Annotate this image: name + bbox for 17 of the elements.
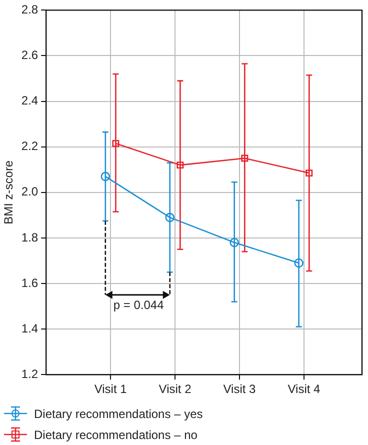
x-tick-label: Visit 2 — [158, 382, 192, 396]
x-tick-label: Visit 3 — [223, 382, 256, 396]
y-tick-label: 2.2 — [21, 139, 38, 154]
x-tick-label: Visit 4 — [288, 382, 321, 396]
y-tick-label: 2.8 — [21, 2, 38, 17]
y-tick-label: 1.2 — [21, 366, 38, 381]
legend-label: Dietary recommendations – yes — [34, 406, 203, 420]
x-tick-label: Visit 1 — [94, 382, 128, 396]
annotation: p = 0.044 — [113, 298, 164, 312]
legend-label: Dietary recommendations – no — [34, 428, 198, 442]
y-tick-label: 1.4 — [21, 321, 38, 336]
y-axis-title: BMI z-score — [2, 160, 16, 224]
y-tick-label: 1.8 — [21, 230, 38, 244]
y-tick-label: 2.6 — [21, 48, 38, 62]
y-tick-label: 2.0 — [21, 184, 38, 199]
y-tick-label: 2.4 — [21, 94, 38, 108]
y-tick-label: 1.6 — [21, 276, 38, 290]
